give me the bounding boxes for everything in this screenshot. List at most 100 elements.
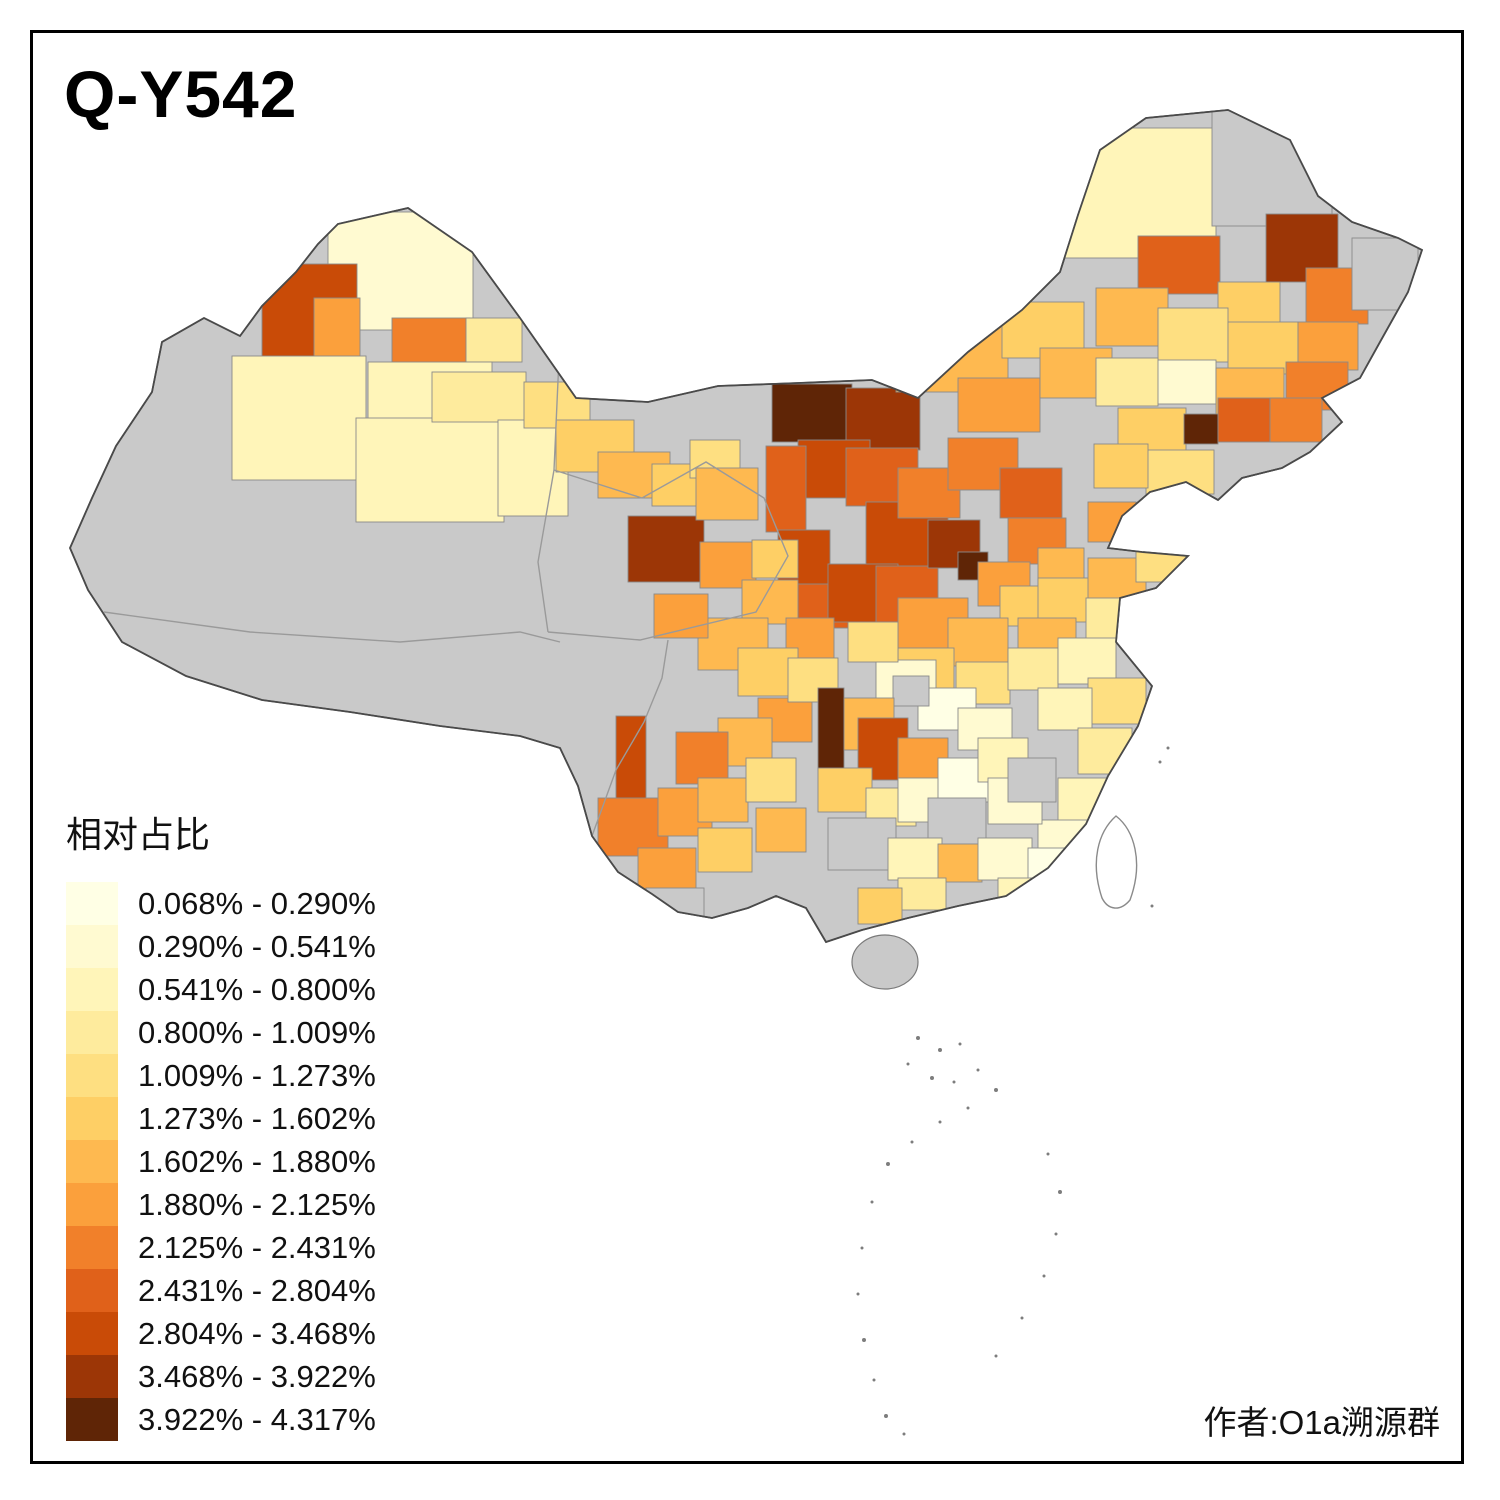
legend-item: 3.468% - 3.922% — [66, 1355, 376, 1398]
map-region — [355, 417, 505, 523]
map-region — [745, 757, 797, 803]
legend-item: 2.125% - 2.431% — [66, 1226, 376, 1269]
legend-swatch — [66, 1183, 118, 1226]
legend-item: 0.068% - 0.290% — [66, 882, 376, 925]
legend-label: 3.922% - 4.317% — [138, 1401, 376, 1437]
map-region — [935, 267, 1007, 313]
hainan-island — [851, 934, 919, 990]
author-credit: 作者:O1a溯源群 — [1203, 1404, 1440, 1441]
map-region — [637, 847, 697, 893]
figure-title: Q-Y542 — [64, 57, 298, 131]
map-region — [465, 317, 523, 363]
legend-item: 1.273% - 1.602% — [66, 1097, 376, 1140]
map-region — [997, 877, 1047, 911]
legend-swatch — [66, 1011, 118, 1054]
map-region — [1007, 647, 1059, 691]
map-region — [751, 539, 799, 579]
map-region — [597, 797, 669, 857]
legend-label: 0.290% - 0.541% — [138, 928, 376, 964]
legend-title: 相对占比 — [66, 814, 211, 855]
legend-item: 1.880% - 2.125% — [66, 1183, 376, 1226]
map-region — [1037, 687, 1093, 731]
map-region — [947, 617, 1009, 667]
sea-island-specks — [856, 746, 1170, 1436]
legend-label: 2.431% - 2.804% — [138, 1272, 376, 1308]
map-region — [827, 817, 897, 871]
legend-label: 2.804% - 3.468% — [138, 1315, 376, 1351]
map-region — [1093, 443, 1149, 489]
map-region — [817, 687, 845, 771]
map-region — [847, 621, 899, 663]
map-region — [675, 731, 729, 785]
legend-item: 1.602% - 1.880% — [66, 1140, 376, 1183]
legend-item: 0.541% - 0.800% — [66, 968, 376, 1011]
legend-swatch — [66, 1312, 118, 1355]
map-region — [1007, 757, 1057, 803]
legend-items: 0.068% - 0.290% 0.290% - 0.541% 0.541% - 0… — [66, 882, 376, 1441]
map-region — [857, 887, 903, 925]
map-region — [755, 807, 807, 853]
map-region — [771, 383, 853, 443]
map-region — [1145, 449, 1215, 495]
legend: 相对占比 0.068% - 0.290% 0.290% - 0.541% 0.541… — [66, 806, 376, 1441]
legend-label: 2.125% - 2.431% — [138, 1229, 376, 1265]
map-region — [897, 877, 947, 911]
map-region — [1269, 397, 1323, 443]
map-region — [313, 297, 361, 359]
legend-label: 0.068% - 0.290% — [138, 885, 376, 921]
map-region — [431, 371, 527, 423]
map-region — [1183, 413, 1219, 445]
legend-swatch — [66, 1140, 118, 1183]
legend-swatch — [66, 1054, 118, 1097]
map-region — [1157, 307, 1229, 363]
province-border-lines — [103, 335, 789, 837]
legend-item: 2.804% - 3.468% — [66, 1312, 376, 1355]
legend-label: 1.009% - 1.273% — [138, 1057, 376, 1093]
map-region — [627, 515, 705, 583]
map-region — [1087, 677, 1147, 725]
map-region — [1137, 235, 1221, 295]
map-region — [1117, 407, 1187, 457]
map-region — [887, 837, 943, 881]
map-regions — [231, 110, 1419, 925]
map-region — [937, 843, 983, 883]
map-region — [1095, 287, 1169, 347]
legend-swatch — [66, 1269, 118, 1312]
map-region — [615, 715, 647, 801]
legend-swatch — [66, 968, 118, 1011]
legend-label: 1.273% - 1.602% — [138, 1100, 376, 1136]
legend-label: 0.800% - 1.009% — [138, 1014, 376, 1050]
map-region — [875, 297, 949, 347]
map-region — [391, 317, 471, 365]
map-region — [957, 377, 1041, 433]
legend-swatch — [66, 1097, 118, 1140]
map-region — [817, 767, 873, 813]
map-region — [977, 837, 1033, 881]
map-region — [1087, 501, 1137, 543]
legend-item: 2.431% - 2.804% — [66, 1269, 376, 1312]
map-region — [697, 827, 753, 873]
legend-item: 3.922% - 4.317% — [66, 1398, 376, 1441]
legend-item: 0.800% - 1.009% — [66, 1011, 376, 1054]
legend-label: 1.602% - 1.880% — [138, 1143, 376, 1179]
legend-label: 3.468% - 3.922% — [138, 1358, 376, 1394]
map-region — [927, 797, 987, 845]
china-outline-stroke — [69, 109, 1424, 944]
legend-label: 1.880% - 2.125% — [138, 1186, 376, 1222]
legend-swatch — [66, 1355, 118, 1398]
legend-swatch — [66, 882, 118, 925]
legend-swatch — [66, 925, 118, 968]
map-region — [1027, 847, 1083, 891]
map-region — [1135, 543, 1187, 583]
map-region — [1351, 237, 1419, 311]
map-region — [1085, 597, 1145, 641]
map-region — [999, 467, 1063, 519]
legend-swatch — [66, 1226, 118, 1269]
map-region — [695, 467, 759, 521]
map-region — [653, 593, 709, 639]
map-region — [697, 777, 749, 823]
map-region — [1057, 637, 1117, 685]
legend-item: 0.290% - 0.541% — [66, 925, 376, 968]
map-region — [1153, 359, 1217, 405]
